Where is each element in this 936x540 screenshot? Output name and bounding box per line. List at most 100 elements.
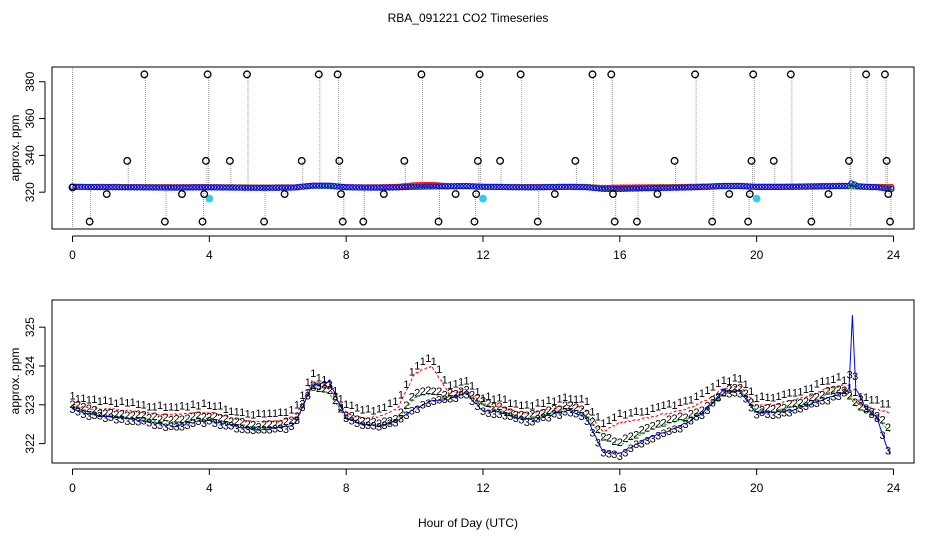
series-1-marker: 1 <box>781 389 787 401</box>
series-3-marker: 3 <box>568 408 574 420</box>
series-1-marker: 1 <box>688 394 694 406</box>
series-2-marker: 2 <box>360 415 366 427</box>
series-3-marker: 3 <box>212 418 218 430</box>
series-2-marker: 2 <box>595 424 601 436</box>
series-2-marker: 2 <box>135 409 141 421</box>
series-3-marker: 3 <box>743 394 749 406</box>
record-point <box>666 184 673 191</box>
series-3-marker: 3 <box>381 420 387 432</box>
record-point <box>725 182 732 190</box>
series-1-marker: 1 <box>743 379 749 391</box>
series-1-marker: 1 <box>184 401 190 413</box>
series-1-marker: 1 <box>726 376 732 388</box>
record-point <box>247 184 255 191</box>
series-2-marker: 2 <box>130 410 136 422</box>
series-1-line <box>72 364 891 432</box>
series-2-marker: 2 <box>754 403 760 415</box>
record-point <box>808 183 815 190</box>
record-point <box>595 185 603 192</box>
record-point <box>100 184 107 191</box>
series-1-marker: 1 <box>420 356 426 368</box>
series-3-marker: 3 <box>595 437 601 449</box>
flagged-point <box>85 217 94 226</box>
record-point <box>571 183 578 191</box>
series-1-marker: 1 <box>108 396 114 408</box>
y-tick-label: 324 <box>23 356 37 376</box>
record-point <box>112 184 119 191</box>
series-2-marker: 2 <box>141 410 147 422</box>
series-3-marker: 3 <box>370 421 376 433</box>
series-2-marker: 2 <box>797 397 803 409</box>
series-2-marker: 2 <box>600 431 606 443</box>
series-1-marker: 1 <box>135 399 141 411</box>
record-point <box>318 182 325 189</box>
flagged-point <box>102 190 111 198</box>
series-2-marker: 2 <box>370 416 376 428</box>
record-point <box>605 185 612 192</box>
record-point <box>124 184 132 191</box>
record-point <box>792 183 800 190</box>
record-point <box>469 183 476 190</box>
record-point <box>555 183 563 191</box>
record-point <box>284 184 292 191</box>
series-2-marker: 2 <box>573 402 579 414</box>
series-3-marker: 3 <box>485 408 491 420</box>
record-point <box>691 184 698 191</box>
series-2-marker: 2 <box>666 414 672 426</box>
series-2-marker: 2 <box>628 431 634 443</box>
series-3-marker: 3 <box>360 420 366 432</box>
series-1-marker: 1 <box>879 398 885 410</box>
series-2-marker: 2 <box>387 415 393 427</box>
series-2-marker: 2 <box>611 436 617 448</box>
series-2-marker: 2 <box>119 409 125 421</box>
series-3-marker: 3 <box>524 417 530 429</box>
series-2-marker: 2 <box>453 388 459 400</box>
series-1-marker: 1 <box>568 394 574 406</box>
flagged-point <box>379 190 388 198</box>
record-point <box>848 183 855 190</box>
record-point <box>842 182 849 190</box>
figure-title: RBA_091221 CO2 Timeseries <box>388 11 549 25</box>
record-point <box>331 182 338 190</box>
series-1-marker: 1 <box>847 382 853 394</box>
top-plot-marks <box>68 67 895 229</box>
series-1-marker: 1 <box>179 400 185 412</box>
series-1-marker: 1 <box>343 399 349 411</box>
series-3-marker: 3 <box>294 415 300 427</box>
series-1-marker: 1 <box>704 385 710 397</box>
flagged-point <box>516 70 525 79</box>
series-1-marker: 1 <box>825 376 831 388</box>
series-1-marker: 1 <box>644 406 650 418</box>
series-3-marker: 3 <box>403 410 409 422</box>
record-point <box>426 183 433 190</box>
record-point <box>207 184 215 191</box>
record-point <box>552 183 559 191</box>
series-2-marker: 2 <box>266 419 272 431</box>
series-2-marker: 2 <box>474 392 480 404</box>
series-3-marker: 3 <box>737 389 743 401</box>
series-1-marker: 1 <box>453 378 459 390</box>
series-1-marker: 1 <box>682 395 688 407</box>
series-2-marker: 2 <box>775 401 781 413</box>
series-1-marker: 1 <box>491 394 497 406</box>
series-1-marker: 1 <box>392 396 398 408</box>
record-point <box>823 183 830 190</box>
series-3-marker: 3 <box>557 410 563 422</box>
record-point <box>786 183 793 191</box>
bottom-y-axis: 322 323 324 325 <box>23 317 46 454</box>
series-1-marker: 1 <box>91 394 97 406</box>
x-tick-label: 4 <box>206 481 213 495</box>
series-1-marker: 1 <box>173 402 179 414</box>
series-1-marker: 1 <box>819 376 825 388</box>
record-point <box>81 183 88 191</box>
record-point <box>826 183 833 190</box>
series-2-marker: 2 <box>879 415 885 427</box>
series-1-marker: 1 <box>217 401 223 413</box>
record-point <box>328 182 335 189</box>
series-2-marker: 2 <box>661 417 667 429</box>
series-2-marker: 2 <box>584 409 590 421</box>
series-2-marker: 2 <box>748 397 754 409</box>
record-point <box>90 184 98 191</box>
flagged-point <box>160 217 169 226</box>
record-point <box>201 184 209 191</box>
